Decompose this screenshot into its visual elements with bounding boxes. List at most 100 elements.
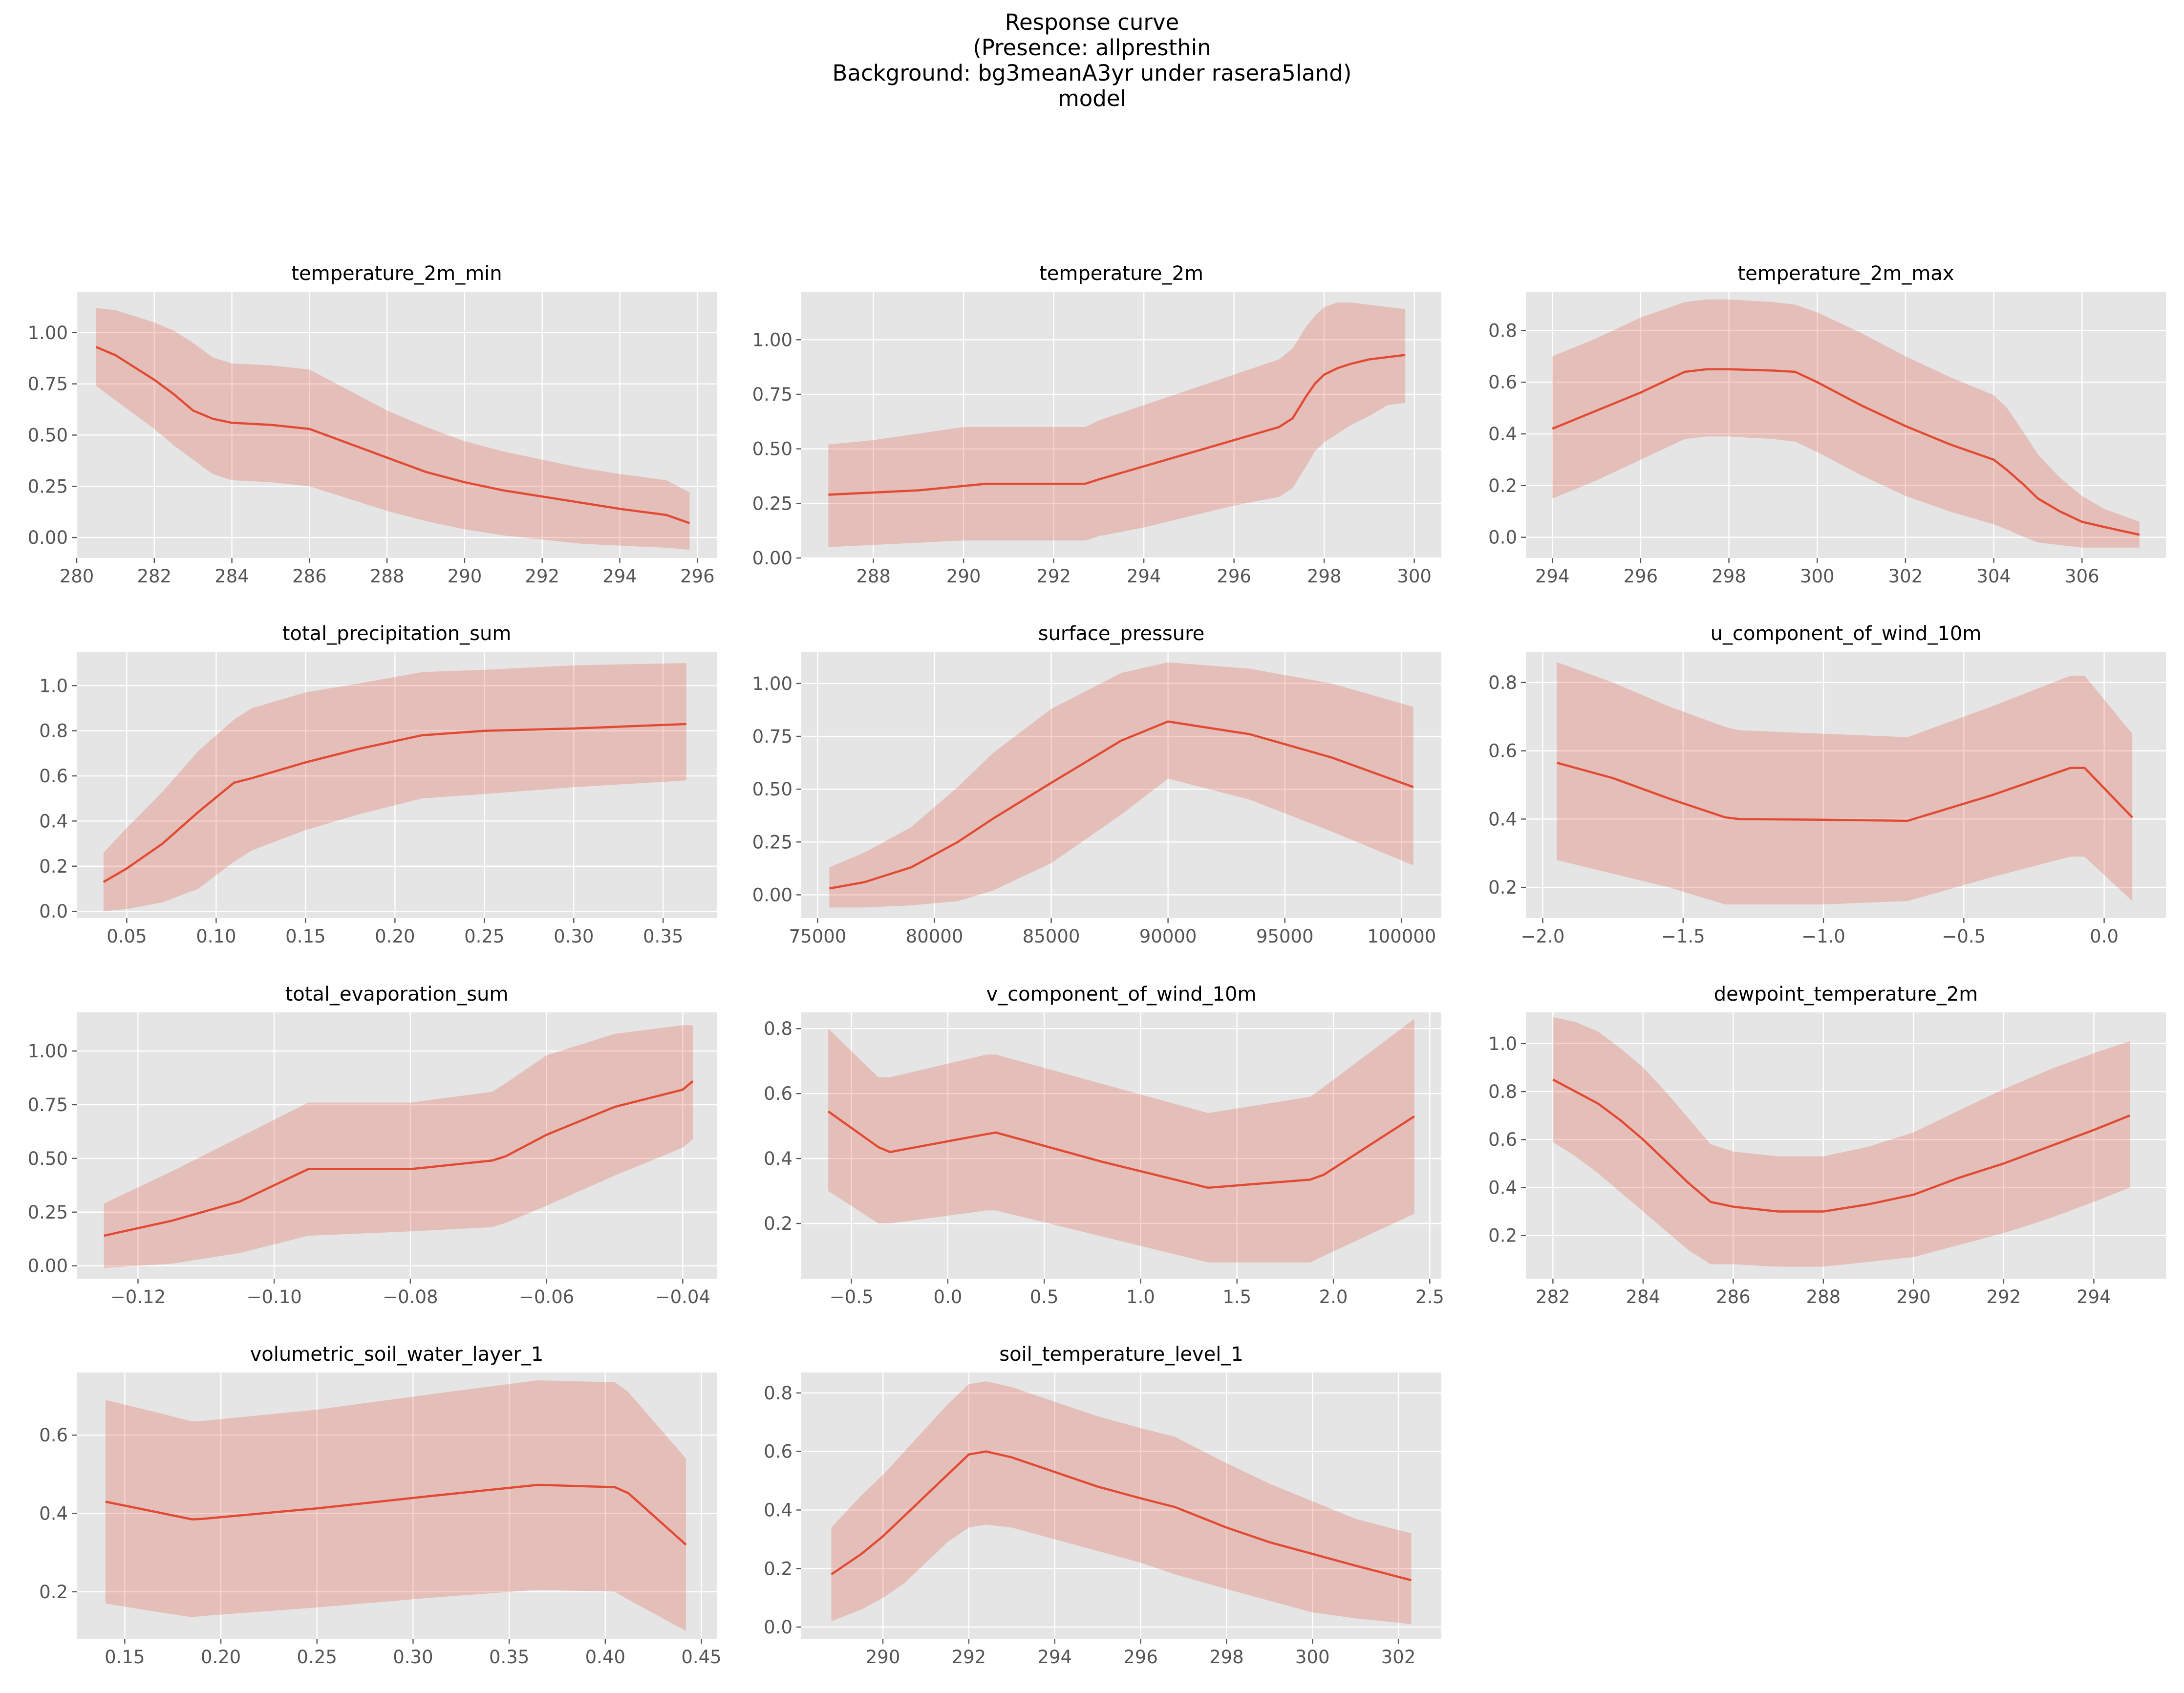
x-tick-label: 304	[1976, 566, 2011, 587]
y-tick-label: 0.50	[752, 439, 792, 460]
x-tick-label: 0.35	[643, 926, 683, 947]
x-tick-label: 2.5	[1415, 1286, 1444, 1307]
confidence-band	[831, 1381, 1412, 1625]
plot-area	[1526, 1012, 2166, 1279]
subplot-title: total_precipitation_sum	[282, 622, 512, 645]
y-tick-label: 0.75	[28, 1094, 68, 1115]
y-tick-label: 0.25	[752, 493, 792, 514]
x-tick-label: −1.0	[1801, 926, 1845, 947]
y-tick-label: 0.6	[1488, 1129, 1517, 1150]
x-tick-label: 290	[946, 566, 981, 587]
x-tick-label: 296	[1217, 566, 1251, 587]
response-line	[1552, 1078, 2131, 1213]
plot-area	[801, 292, 1441, 558]
x-tick-label: 298	[1307, 566, 1342, 587]
confidence-band	[829, 662, 1413, 908]
y-tick-label: 0.6	[39, 766, 68, 787]
x-tick-label: 0.30	[554, 926, 594, 947]
x-tick-label: −0.10	[246, 1286, 301, 1307]
response-line	[95, 346, 690, 524]
confidence-band	[1557, 662, 2133, 905]
confidence-band	[104, 1025, 693, 1268]
subplot-total_evaporation_sum: −0.12 −0.10 −0.08 −0.06 −0.04 0.00 0.25 0.50 0.7…	[28, 983, 717, 1307]
x-tick-label: 75000	[789, 926, 847, 947]
x-tick-label: 288	[1806, 1286, 1841, 1307]
y-tick-label: 0.4	[1488, 809, 1517, 830]
subplot-volumetric_soil_water_layer_1: 0.15 0.20 0.25 0.30 0.35 0.40 0.45 0.2 0.4 0.6 vol…	[39, 1343, 722, 1668]
plot-area	[77, 1372, 717, 1639]
subplot-title: volumetric_soil_water_layer_1	[250, 1343, 544, 1366]
x-tick-label: 306	[2065, 566, 2099, 587]
confidence-band	[1552, 299, 2140, 548]
x-tick-label: 95000	[1256, 926, 1314, 947]
plot-area	[801, 1012, 1441, 1279]
x-tick-label: 0.45	[681, 1647, 721, 1668]
y-tick-label: 0.8	[764, 1383, 792, 1404]
x-tick-label: 300	[1800, 566, 1835, 587]
x-tick-label: 0.40	[585, 1647, 625, 1668]
x-tick-label: 288	[856, 566, 891, 587]
x-tick-label: 292	[1036, 566, 1071, 587]
x-tick-label: 0.0	[2090, 926, 2119, 947]
x-tick-label: −2.0	[1521, 926, 1565, 947]
y-tick-label: 0.4	[1488, 1177, 1517, 1198]
subplot-u_component_of_wind_10m: −2.0 −1.5 −1.0 −0.5 0.0 0.2 0.4 0.6 0.8 u_compone…	[1488, 622, 2166, 947]
y-tick-label: 0.2	[764, 1558, 792, 1579]
confidence-band	[828, 1019, 1414, 1263]
subplot-title: temperature_2m_min	[291, 262, 502, 285]
figure-title-line-3: Background: bg3meanA3yr under rasera5lan…	[832, 60, 1352, 86]
x-tick-label: 294	[1037, 1647, 1072, 1668]
y-tick-label: 0.00	[752, 548, 792, 569]
x-tick-label: 0.20	[375, 926, 415, 947]
y-tick-label: 0.00	[28, 527, 68, 548]
x-tick-label: 0.20	[201, 1647, 241, 1668]
y-tick-label: 1.0	[1488, 1033, 1517, 1054]
y-tick-label: 0.8	[39, 721, 68, 742]
plot-area	[77, 1012, 717, 1279]
y-tick-label: 0.00	[752, 884, 792, 905]
x-tick-label: 296	[1624, 566, 1658, 587]
confidence-band	[106, 1380, 686, 1631]
y-tick-label: 1.00	[752, 329, 792, 350]
response-line	[827, 1110, 1415, 1189]
y-tick-label: 0.6	[764, 1441, 792, 1462]
y-tick-label: 0.25	[28, 476, 68, 497]
x-tick-label: 80000	[906, 926, 964, 947]
y-tick-label: 0.25	[752, 832, 792, 853]
x-tick-label: −0.04	[655, 1286, 710, 1307]
response-line	[1556, 761, 2133, 822]
subplot-total_precipitation_sum: 0.05 0.10 0.15 0.20 0.25 0.30 0.35 0.0 0.2 0.4 0.6…	[39, 622, 717, 947]
y-tick-label: 0.4	[764, 1148, 792, 1169]
x-tick-label: 282	[137, 566, 171, 587]
response-line	[103, 723, 686, 883]
y-tick-label: 0.4	[1488, 424, 1517, 445]
subplot-surface_pressure: 75000 80000 85000 90000 95000 100000 0.00 0.25 0…	[752, 622, 1441, 947]
y-tick-label: 0.6	[1488, 372, 1517, 393]
x-tick-label: 288	[370, 566, 405, 587]
figure-title-line-2: (Presence: allpresthin	[973, 35, 1211, 61]
x-tick-label: 284	[214, 566, 249, 587]
response-line	[831, 1450, 1412, 1582]
y-tick-label: 0.50	[28, 1148, 68, 1169]
plot-area	[77, 652, 717, 918]
plot-area	[801, 652, 1441, 918]
y-tick-label: 0.8	[1488, 320, 1517, 341]
plot-area	[1526, 292, 2166, 558]
x-tick-label: 298	[1712, 566, 1746, 587]
subplot-title: temperature_2m	[1039, 262, 1203, 285]
x-tick-label: −0.5	[1942, 926, 1986, 947]
response-line	[104, 1080, 694, 1237]
x-tick-label: 286	[1716, 1286, 1751, 1307]
x-tick-label: 0.5	[1030, 1286, 1059, 1307]
response-line	[105, 1483, 687, 1546]
x-tick-label: −0.06	[519, 1286, 574, 1307]
x-tick-label: 300	[1397, 566, 1432, 587]
subplot-title: soil_temperature_level_1	[999, 1343, 1243, 1366]
y-tick-label: 0.75	[28, 374, 68, 395]
x-tick-label: 290	[866, 1647, 900, 1668]
y-tick-label: 0.75	[752, 384, 792, 405]
y-tick-label: 0.50	[28, 425, 68, 446]
x-tick-label: 294	[1127, 566, 1161, 587]
figure-title-line-1: Response curve	[1005, 9, 1179, 35]
